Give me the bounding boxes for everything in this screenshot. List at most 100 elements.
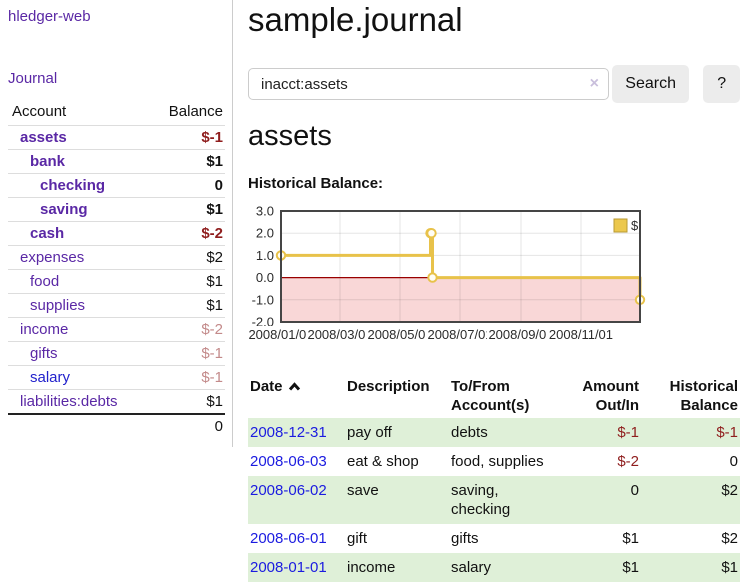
account-link[interactable]: saving: [40, 201, 88, 218]
account-balance: 0: [148, 173, 225, 198]
accounts-header-account: Account: [12, 103, 67, 120]
help-button[interactable]: ?: [703, 65, 740, 103]
transaction-accounts: debts: [451, 424, 488, 441]
account-link[interactable]: checking: [40, 177, 106, 194]
accounts-total-row: 0: [8, 413, 225, 438]
svg-text:2008/01/01: 2008/01/01: [248, 327, 313, 342]
account-row: saving $1: [8, 197, 225, 222]
account-link[interactable]: liabilities:debts: [20, 393, 118, 410]
column-header-balance: Historical Balance: [669, 378, 738, 414]
sort-ascending-icon: [288, 382, 300, 391]
transaction-row: 2008-06-03 eat & shop food, supplies $-2…: [248, 447, 740, 476]
column-header-amount: Amount Out/In: [582, 378, 639, 414]
account-balance: $1: [148, 197, 225, 222]
transaction-amount: $1: [622, 530, 639, 547]
account-link[interactable]: salary: [30, 369, 71, 386]
app-brand-link[interactable]: hledger-web: [8, 8, 91, 25]
account-balance: $-2: [148, 317, 225, 342]
transaction-description: eat & shop: [347, 453, 419, 470]
transaction-balance: $2: [721, 530, 738, 547]
search-button[interactable]: Search: [611, 65, 690, 103]
account-balance: $-1: [148, 125, 225, 150]
clear-search-icon[interactable]: ×: [589, 75, 599, 92]
account-link[interactable]: bank: [30, 153, 66, 170]
chart-title: Historical Balance:: [248, 175, 384, 192]
transaction-balance: $-1: [716, 424, 738, 441]
transaction-amount: 0: [630, 482, 639, 499]
svg-text:2008/05/01: 2008/05/01: [367, 327, 432, 342]
account-balance: $1: [148, 269, 225, 294]
account-row: cash $-2: [8, 221, 225, 246]
account-row: salary $-1: [8, 365, 225, 390]
svg-text:0.0: 0.0: [256, 270, 274, 285]
column-header-accounts: To/From Account(s): [451, 378, 530, 414]
transaction-date-link[interactable]: 2008-06-03: [250, 453, 327, 470]
search-input[interactable]: [248, 68, 609, 100]
account-balance: $-1: [148, 341, 225, 366]
transaction-accounts: saving, checking: [451, 482, 511, 518]
account-balance: $2: [148, 245, 225, 270]
transaction-row: 2008-12-31 pay off debts $-1 $-1: [248, 418, 740, 447]
svg-text:1.0: 1.0: [256, 248, 274, 263]
account-row: liabilities:debts $1: [8, 389, 225, 414]
transaction-description: gift: [347, 530, 368, 547]
transaction-row: 2008-06-02 save saving, checking 0 $2: [248, 476, 740, 524]
account-row: expenses $2: [8, 245, 225, 270]
transaction-row: 2008-01-01 income salary $1 $1: [248, 553, 740, 582]
account-row: supplies $1: [8, 293, 225, 318]
account-row: food $1: [8, 269, 225, 294]
search-box: ×: [248, 65, 609, 103]
column-header-date[interactable]: Date: [248, 374, 345, 418]
transaction-balance: $1: [721, 559, 738, 576]
search-form: × Search ?: [248, 65, 740, 103]
account-balance: $1: [148, 149, 225, 174]
account-row: income $-2: [8, 317, 225, 342]
svg-text:-1.0: -1.0: [252, 292, 274, 307]
account-row: gifts $-1: [8, 341, 225, 366]
transaction-date-link[interactable]: 2008-06-01: [250, 530, 327, 547]
column-header-description: Description: [347, 378, 430, 395]
account-link[interactable]: expenses: [20, 249, 85, 266]
main-content: sample.journal × Search ? assets Histori…: [248, 0, 740, 582]
account-balance: $1: [148, 293, 225, 318]
transaction-row: 2008-06-01 gift gifts $1 $2: [248, 524, 740, 553]
svg-text:2008/11/01: 2008/11/01: [549, 327, 613, 342]
accounts-total-spacer: [8, 413, 149, 438]
transaction-amount: $-1: [617, 424, 639, 441]
transaction-balance: $2: [721, 482, 738, 499]
account-row: bank $1: [8, 149, 225, 174]
transaction-date-link[interactable]: 2008-06-02: [250, 482, 327, 499]
transactions-header-row: Date Description To/From Account(s) Amou…: [248, 374, 740, 418]
transaction-date-link[interactable]: 2008-12-31: [250, 424, 327, 441]
account-row: assets $-1: [8, 125, 225, 150]
page-title: sample.journal: [248, 1, 463, 38]
account-link[interactable]: gifts: [30, 345, 58, 362]
account-link[interactable]: income: [20, 321, 69, 338]
transaction-date-link[interactable]: 2008-01-01: [250, 559, 327, 576]
transaction-description: pay off: [347, 424, 392, 441]
account-link[interactable]: cash: [30, 225, 65, 242]
transaction-amount: $-2: [617, 453, 639, 470]
svg-text:2.0: 2.0: [256, 226, 274, 241]
svg-text:$: $: [631, 218, 639, 233]
account-link[interactable]: food: [30, 273, 60, 290]
sidebar: hledger-web Journal Account Balance asse…: [0, 0, 233, 447]
account-link[interactable]: assets: [20, 129, 67, 146]
chart-canvas: 3.0 2.0 1.0 0.0 -1.0 -2.02008/01/012008/03/01…: [248, 204, 646, 342]
accounts-table: Account Balance assets $-1 bank $1 check…: [8, 100, 225, 438]
sidebar-item-journal[interactable]: Journal: [8, 70, 58, 87]
svg-text:2008/03/01: 2008/03/01: [307, 327, 372, 342]
transaction-balance: 0: [729, 453, 738, 470]
transaction-description: income: [347, 559, 396, 576]
date-header-label: Date: [250, 378, 283, 395]
svg-text:3.0: 3.0: [256, 204, 274, 219]
transaction-description: save: [347, 482, 379, 499]
account-row: checking 0: [8, 173, 225, 198]
account-balance: $1: [148, 389, 225, 414]
svg-text:2008/09/01: 2008/09/01: [488, 327, 553, 342]
transactions-table: Date Description To/From Account(s) Amou…: [248, 374, 740, 582]
transaction-amount: $1: [622, 559, 639, 576]
account-link[interactable]: supplies: [30, 297, 86, 314]
accounts-total-value: 0: [148, 413, 225, 438]
svg-text:2008/07/01: 2008/07/01: [427, 327, 492, 342]
